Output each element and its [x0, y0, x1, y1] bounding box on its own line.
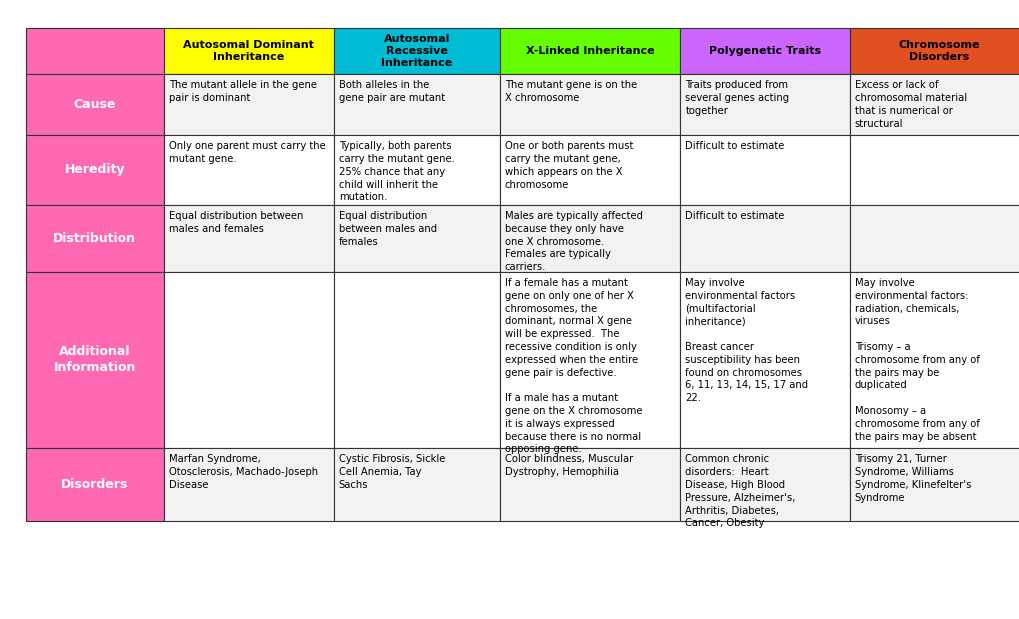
Text: Chromosome
Disorders: Chromosome Disorders: [898, 40, 978, 63]
Bar: [333, 272, 499, 448]
Text: Both alleles in the
gene pair are mutant: Both alleles in the gene pair are mutant: [338, 80, 444, 103]
Bar: [164, 74, 333, 135]
Text: Autosomal
Recessive
Inheritance: Autosomal Recessive Inheritance: [381, 33, 451, 69]
Text: Equal distribution
between males and
females: Equal distribution between males and fem…: [338, 211, 436, 247]
Bar: [164, 272, 333, 448]
Bar: [680, 28, 849, 74]
Bar: [333, 448, 499, 521]
Bar: [680, 448, 849, 521]
Text: Polygenetic Traits: Polygenetic Traits: [708, 46, 820, 56]
Bar: [333, 28, 499, 74]
Bar: [849, 205, 1019, 272]
Bar: [499, 272, 680, 448]
Bar: [849, 135, 1019, 205]
Text: Disorders: Disorders: [61, 478, 128, 491]
Bar: [25, 28, 164, 74]
Bar: [499, 205, 680, 272]
Bar: [164, 28, 333, 74]
Bar: [25, 448, 164, 521]
Text: One or both parents must
carry the mutant gene,
which appears on the X
chromosom: One or both parents must carry the mutan…: [504, 141, 633, 189]
Bar: [333, 135, 499, 205]
Bar: [499, 448, 680, 521]
Text: Equal distribution between
males and females: Equal distribution between males and fem…: [169, 211, 304, 234]
Bar: [164, 135, 333, 205]
Text: Typically, both parents
carry the mutant gene.
25% chance that any
child will in: Typically, both parents carry the mutant…: [338, 141, 454, 202]
Text: Distribution: Distribution: [53, 232, 137, 245]
Bar: [680, 74, 849, 135]
Text: Additional
Information: Additional Information: [54, 345, 136, 374]
Text: Traits produced from
several genes acting
together: Traits produced from several genes actin…: [685, 80, 789, 116]
Bar: [25, 135, 164, 205]
Text: Color blindness, Muscular
Dystrophy, Hemophilia: Color blindness, Muscular Dystrophy, Hem…: [504, 454, 633, 477]
Bar: [680, 272, 849, 448]
Text: X-Linked Inheritance: X-Linked Inheritance: [525, 46, 654, 56]
Text: Common chronic
disorders:  Heart
Disease, High Blood
Pressure, Alzheimer's,
Arth: Common chronic disorders: Heart Disease,…: [685, 454, 795, 529]
Text: Only one parent must carry the
mutant gene.: Only one parent must carry the mutant ge…: [169, 141, 326, 164]
Text: Autosomal Dominant
Inheritance: Autosomal Dominant Inheritance: [183, 40, 314, 63]
Bar: [164, 205, 333, 272]
Text: The mutant allele in the gene
pair is dominant: The mutant allele in the gene pair is do…: [169, 80, 317, 103]
Bar: [333, 74, 499, 135]
Text: Cystic Fibrosis, Sickle
Cell Anemia, Tay
Sachs: Cystic Fibrosis, Sickle Cell Anemia, Tay…: [338, 454, 444, 490]
Text: Males are typically affected
because they only have
one X chromosome.
Females ar: Males are typically affected because the…: [504, 211, 642, 272]
Text: Heredity: Heredity: [64, 163, 125, 176]
Bar: [680, 135, 849, 205]
Bar: [25, 205, 164, 272]
Bar: [680, 205, 849, 272]
Text: Trisomy 21, Turner
Syndrome, Williams
Syndrome, Klinefelter's
Syndrome: Trisomy 21, Turner Syndrome, Williams Sy…: [854, 454, 970, 503]
Bar: [25, 272, 164, 448]
Text: Excess or lack of
chromosomal material
that is numerical or
structural: Excess or lack of chromosomal material t…: [854, 80, 966, 129]
Text: May involve
environmental factors:
radiation, chemicals,
viruses

Trisomy – a
ch: May involve environmental factors: radia…: [854, 278, 978, 441]
Text: Difficult to estimate: Difficult to estimate: [685, 141, 784, 151]
Text: Difficult to estimate: Difficult to estimate: [685, 211, 784, 221]
Text: The mutant gene is on the
X chromosome: The mutant gene is on the X chromosome: [504, 80, 637, 103]
Bar: [499, 135, 680, 205]
Bar: [25, 74, 164, 135]
Bar: [849, 74, 1019, 135]
Bar: [164, 448, 333, 521]
Bar: [849, 272, 1019, 448]
Text: May involve
environmental factors
(multifactorial
inheritance)

Breast cancer
su: May involve environmental factors (multi…: [685, 278, 808, 403]
Text: Marfan Syndrome,
Otosclerosis, Machado-Joseph
Disease: Marfan Syndrome, Otosclerosis, Machado-J…: [169, 454, 318, 490]
Text: If a female has a mutant
gene on only one of her X
chromosomes, the
dominant, no: If a female has a mutant gene on only on…: [504, 278, 642, 454]
Bar: [499, 74, 680, 135]
Bar: [849, 28, 1019, 74]
Bar: [849, 448, 1019, 521]
Text: Cause: Cause: [73, 98, 116, 111]
Bar: [499, 28, 680, 74]
Bar: [333, 205, 499, 272]
